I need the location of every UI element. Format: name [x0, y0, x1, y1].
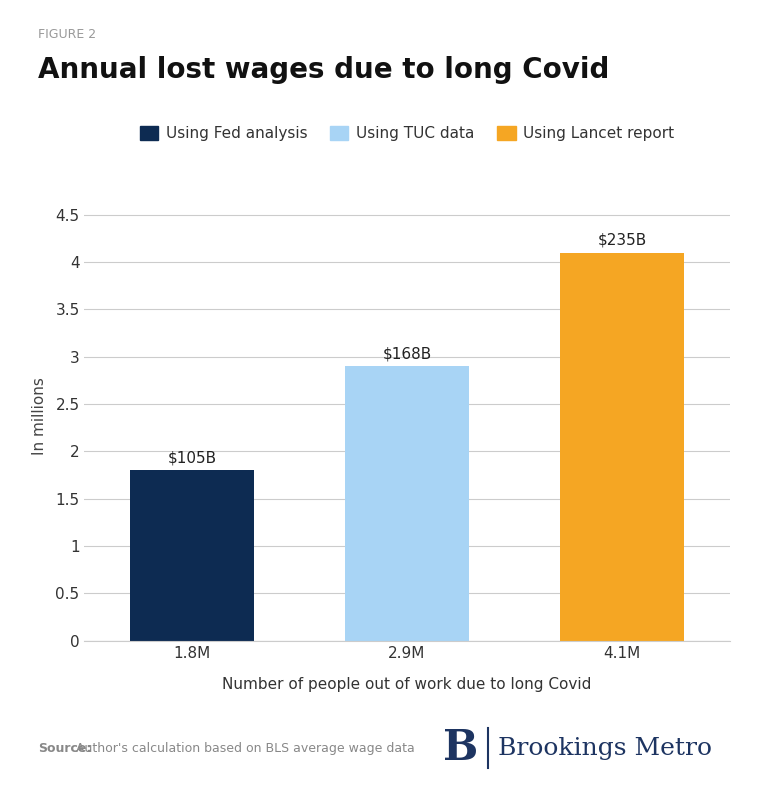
Text: FIGURE 2: FIGURE 2	[38, 28, 97, 41]
Text: $168B: $168B	[382, 346, 432, 361]
Y-axis label: In millions: In millions	[32, 377, 47, 455]
Text: Brookings Metro: Brookings Metro	[498, 737, 712, 759]
Bar	[345, 366, 469, 641]
Text: Author's calculation based on BLS average wage data: Author's calculation based on BLS averag…	[72, 742, 415, 755]
Text: Annual lost wages due to long Covid: Annual lost wages due to long Covid	[38, 56, 610, 84]
Legend: Using Fed analysis, Using TUC data, Using Lancet report: Using Fed analysis, Using TUC data, Usin…	[134, 120, 680, 147]
X-axis label: Number of people out of work due to long Covid: Number of people out of work due to long…	[223, 677, 591, 693]
Text: $105B: $105B	[167, 451, 217, 466]
Text: $235B: $235B	[598, 233, 647, 248]
Bar	[130, 470, 254, 641]
Text: B: B	[443, 728, 478, 769]
Bar	[560, 252, 684, 641]
Text: Source:: Source:	[38, 742, 91, 755]
